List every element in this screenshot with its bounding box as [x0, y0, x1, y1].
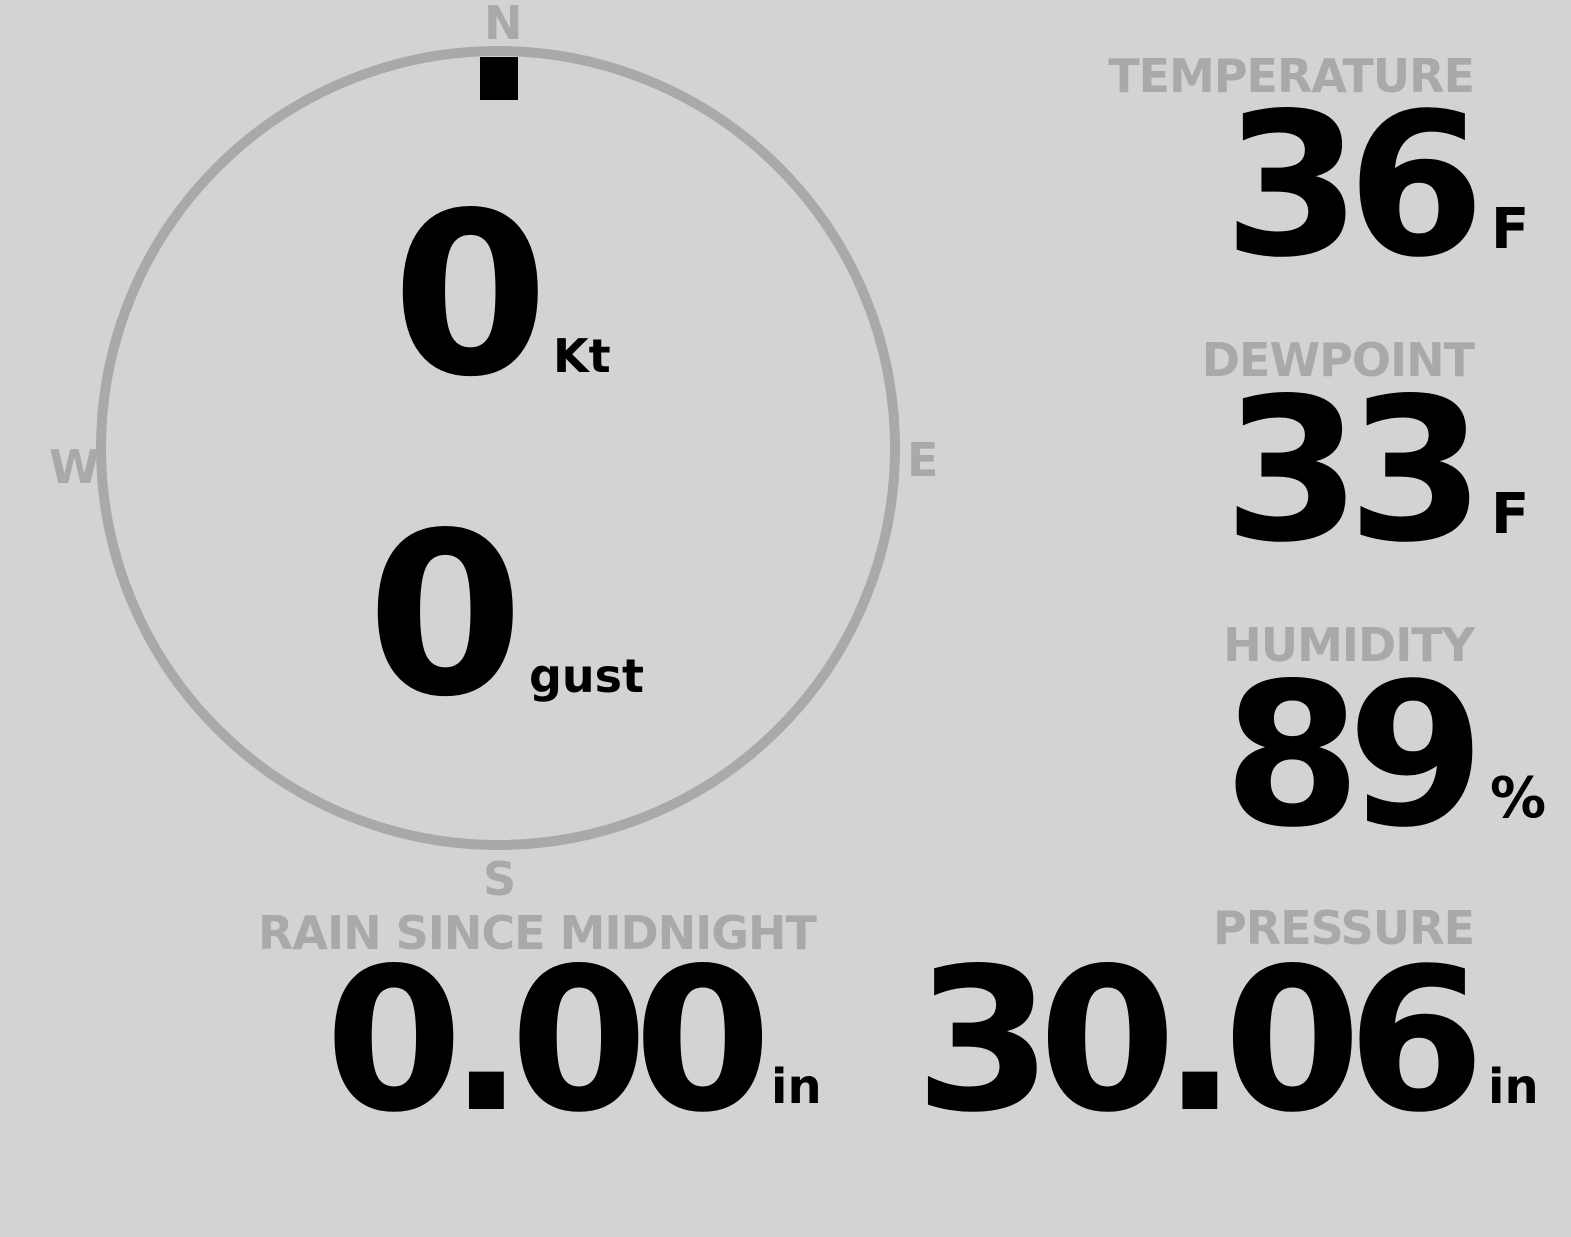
- temperature-label: TEMPERATURE: [1108, 49, 1475, 103]
- wind-speed-value: 0: [392, 165, 549, 427]
- wind-gust-unit: gust: [529, 649, 645, 703]
- wind-speed-unit: Kt: [553, 329, 611, 383]
- compass-north: N: [484, 0, 523, 50]
- rain-value: 0.00: [325, 925, 772, 1156]
- pressure-value: 30.06: [914, 925, 1485, 1156]
- wind-gust-value: 0: [367, 485, 524, 747]
- rain-unit: in: [771, 1059, 822, 1115]
- temperature-unit: F: [1491, 197, 1530, 262]
- humidity-unit: %: [1490, 766, 1547, 831]
- humidity-value: 89: [1223, 640, 1485, 871]
- compass-south: S: [483, 852, 517, 906]
- compass-west: W: [49, 440, 100, 494]
- wind-compass: [96, 46, 900, 850]
- pressure-unit: in: [1488, 1059, 1539, 1115]
- compass-east: E: [907, 433, 939, 487]
- dewpoint-unit: F: [1491, 482, 1530, 547]
- humidity-label: HUMIDITY: [1223, 618, 1475, 672]
- dewpoint-value: 33: [1223, 355, 1485, 586]
- temperature-value: 36: [1223, 70, 1485, 301]
- pressure-label: PRESSURE: [1213, 901, 1475, 955]
- rain-label: RAIN SINCE MIDNIGHT: [258, 906, 817, 960]
- dewpoint-label: DEWPOINT: [1201, 333, 1475, 387]
- compass-ring: [96, 46, 900, 850]
- wind-direction-pointer: [480, 57, 518, 100]
